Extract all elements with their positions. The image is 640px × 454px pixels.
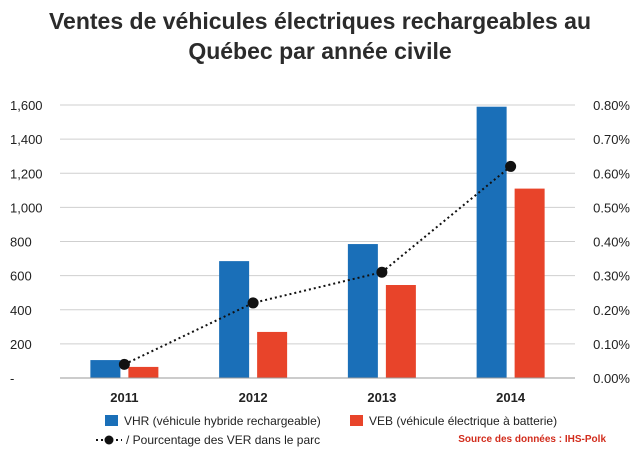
- bar-veb: [385, 285, 416, 378]
- y-right-tick-label: 0.50%: [593, 200, 630, 215]
- y-left-tick-label: 600: [10, 269, 32, 284]
- bars: [90, 106, 545, 379]
- percentage-line: [118, 160, 517, 370]
- bar-veb: [514, 188, 545, 378]
- y-left-tick-label: 1,200: [10, 166, 43, 181]
- y-left-tick-label: 200: [10, 337, 32, 352]
- bar-vhr: [347, 244, 378, 378]
- source-note: Source des données : IHS-Polk: [458, 434, 606, 445]
- bar-veb: [128, 366, 159, 378]
- legend-line-marker: [104, 435, 114, 445]
- percentage-line-path: [123, 165, 512, 366]
- y-left-tick-label: 1,000: [10, 200, 43, 215]
- percentage-point: [247, 297, 259, 309]
- y-left-tick-label: 400: [10, 303, 32, 318]
- legend-label-percentage: / Pourcentage des VER dans le parc: [126, 433, 320, 447]
- y-right-tick-label: 0.20%: [593, 303, 630, 318]
- y-left-tick-label: 1,600: [10, 98, 43, 113]
- y-right-tick-label: 0.40%: [593, 235, 630, 250]
- bar-vhr: [476, 106, 507, 379]
- chart-title-line-1: Ventes de véhicules électriques recharge…: [48, 8, 592, 34]
- legend-label-vhr: VHR (véhicule hybride rechargeable): [124, 414, 321, 428]
- bar-vhr: [219, 261, 250, 378]
- x-category-label: 2012: [239, 390, 268, 405]
- y-right-tick-label: 0.10%: [593, 337, 630, 352]
- legend-label-veb: VEB (véhicule électrique à batterie): [369, 414, 557, 428]
- y-right-tick-label: 0.70%: [593, 132, 630, 147]
- percentage-point: [505, 160, 517, 172]
- y-right-tick-label: 0.80%: [593, 98, 630, 113]
- axes: - 0.00% 200 0.10% 400 0.20% 600 0.30% 800 0.40% 1,…: [10, 98, 630, 405]
- legend-swatch-veb: [350, 415, 363, 426]
- x-category-label: 2011: [110, 390, 138, 405]
- y-right-tick-label: 0.00%: [593, 371, 630, 386]
- chart-title-line-2: Québec par année civile: [188, 38, 452, 64]
- bar-vhr: [90, 360, 121, 378]
- chart-title: Ventes de véhicules électriques recharge…: [0, 6, 640, 66]
- percentage-point: [376, 266, 388, 278]
- y-left-tick-label: 800: [10, 235, 32, 250]
- legend: VHR (véhicule hybride rechargeable) VEB (…: [96, 414, 557, 447]
- y-left-tick-label: -: [10, 371, 14, 386]
- y-right-tick-label: 0.30%: [593, 269, 630, 284]
- legend-swatch-vhr: [105, 415, 118, 426]
- bar-veb: [257, 331, 288, 378]
- y-right-tick-label: 0.60%: [593, 166, 630, 181]
- percentage-point: [118, 358, 130, 370]
- x-category-label: 2014: [496, 390, 526, 405]
- y-left-tick-label: 1,400: [10, 132, 43, 147]
- x-category-label: 2013: [367, 390, 396, 405]
